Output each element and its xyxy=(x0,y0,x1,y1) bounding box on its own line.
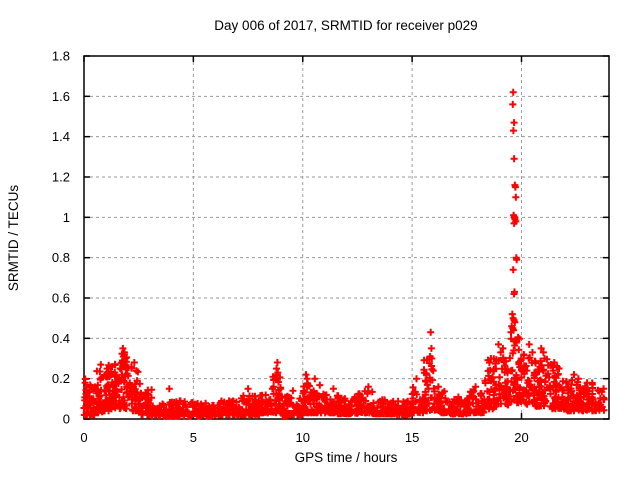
data-points-path xyxy=(80,88,608,420)
x-tick-label: 10 xyxy=(296,430,310,445)
x-tick-label: 5 xyxy=(190,430,197,445)
axis-ticks xyxy=(83,55,609,420)
y-tick-label: 0.4 xyxy=(52,331,70,346)
y-tick-label: 1.8 xyxy=(52,49,70,64)
x-tick-label: 20 xyxy=(514,430,528,445)
scatter-points xyxy=(80,88,608,420)
axis-tick-labels: 0 5 10 15 20 0 0.2 0.4 0.6 0.8 1 1.2 1.4 1.6 1.8 xyxy=(52,49,529,446)
plot-border xyxy=(83,55,610,420)
chart-title: Day 006 of 2017, SRMTID for receiver p02… xyxy=(214,18,477,33)
y-tick-label: 0.6 xyxy=(52,291,70,306)
y-axis-label: SRMTID / TECUs xyxy=(6,185,21,292)
dense-cluster-marker xyxy=(282,413,289,420)
y-tick-label: 0.2 xyxy=(52,371,70,386)
gridlines xyxy=(84,56,609,419)
y-tick-label: 1.4 xyxy=(52,129,70,144)
y-tick-label: 1.2 xyxy=(52,170,70,185)
x-tick-label: 0 xyxy=(80,430,87,445)
x-tick-label: 15 xyxy=(405,430,419,445)
y-tick-label: 1.6 xyxy=(52,89,70,104)
y-tick-label: 1 xyxy=(63,210,70,225)
y-tick-label: 0 xyxy=(63,412,70,427)
x-axis-label: GPS time / hours xyxy=(295,450,398,465)
y-tick-label: 0.8 xyxy=(52,250,70,265)
